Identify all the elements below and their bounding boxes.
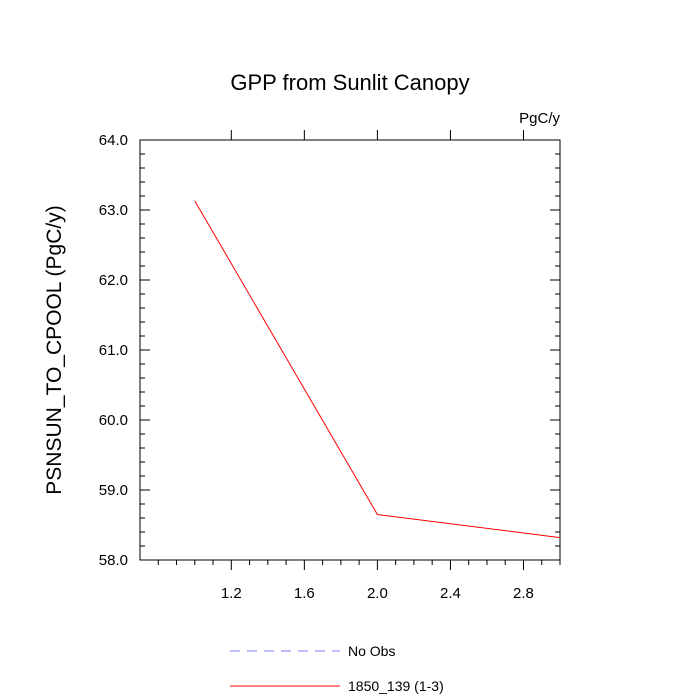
axes: 58.0 59.0 60.0 61.0 62.0 63.0 64.0 1.2 1.6 2.0 2.4… [99, 130, 561, 602]
plot-frame [139, 139, 561, 561]
units-label: PgC/y [519, 110, 560, 127]
series-layer [194, 200, 561, 539]
y-tick-label: 58.0 [99, 552, 128, 569]
legend: No Obs 1850_139 (1-3) [230, 643, 444, 694]
y-tick-label: 61.0 [99, 342, 128, 359]
y-tick-label: 64.0 [99, 132, 128, 149]
x-tick-label: 1.6 [294, 585, 315, 602]
y-tick-label: 60.0 [99, 412, 128, 429]
y-axis-label: PSNSUN_TO_CPOOL (PgC/y) [43, 205, 66, 494]
legend-label: 1850_139 (1-3) [348, 678, 444, 694]
chart-title: GPP from Sunlit Canopy [230, 70, 469, 95]
y-tick-label: 62.0 [99, 272, 128, 289]
x-tick-label: 1.2 [221, 585, 242, 602]
legend-label: No Obs [348, 643, 395, 659]
x-tick-label: 2.4 [440, 585, 461, 602]
x-tick-label: 2.8 [513, 585, 534, 602]
series-line-0 [194, 200, 561, 539]
x-tick-label: 2.0 [367, 585, 388, 602]
y-tick-label: 59.0 [99, 482, 128, 499]
y-tick-label: 63.0 [99, 202, 128, 219]
